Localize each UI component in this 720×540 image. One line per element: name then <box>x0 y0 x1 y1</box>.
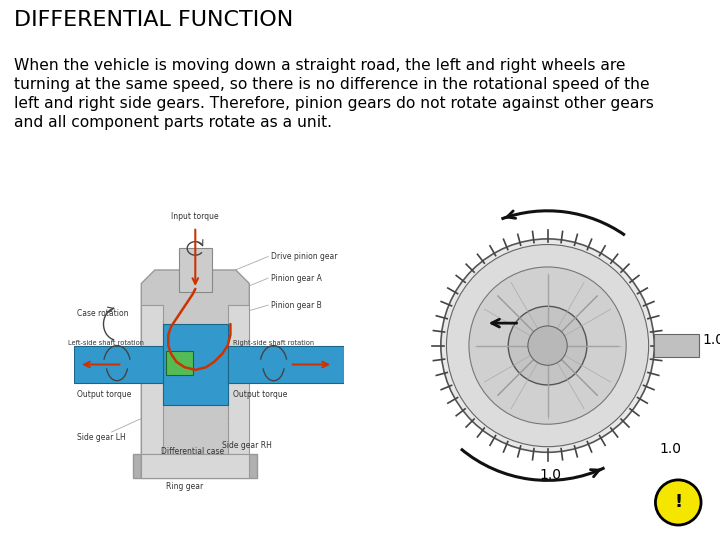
Text: Differential case: Differential case <box>161 447 224 456</box>
Bar <box>141 454 249 478</box>
Polygon shape <box>141 270 249 478</box>
Text: Input torque: Input torque <box>171 212 219 221</box>
Bar <box>179 248 212 292</box>
Text: 1.0: 1.0 <box>660 442 682 456</box>
Bar <box>133 454 258 478</box>
Text: Pinion gear A: Pinion gear A <box>271 274 322 282</box>
Circle shape <box>528 326 567 365</box>
Text: Case rotation: Case rotation <box>76 309 128 318</box>
Text: 1.0: 1.0 <box>702 333 720 347</box>
Text: left and right side gears. Therefore, pinion gears do not rotate against other g: left and right side gears. Therefore, pi… <box>14 96 654 111</box>
Text: and all component parts rotate as a unit.: and all component parts rotate as a unit… <box>14 115 332 130</box>
Text: 1.0: 1.0 <box>539 468 562 482</box>
Text: Side gear LH: Side gear LH <box>76 433 125 442</box>
Text: Pinion gear B: Pinion gear B <box>271 301 322 309</box>
Circle shape <box>441 239 654 453</box>
Text: When the vehicle is moving down a straight road, the left and right wheels are: When the vehicle is moving down a straig… <box>14 58 626 73</box>
Circle shape <box>508 306 587 385</box>
Bar <box>141 305 163 454</box>
Text: Left-side shaft rotation: Left-side shaft rotation <box>68 340 145 346</box>
Circle shape <box>469 267 626 424</box>
Bar <box>228 305 249 454</box>
Text: DIFFERENTIAL FUNCTION: DIFFERENTIAL FUNCTION <box>14 10 293 30</box>
Text: Ring gear: Ring gear <box>166 482 203 491</box>
Bar <box>163 324 228 405</box>
Text: Right-side shaft rotation: Right-side shaft rotation <box>233 340 314 346</box>
Text: Output torque: Output torque <box>233 390 287 399</box>
Bar <box>228 346 344 383</box>
Circle shape <box>446 245 649 447</box>
Bar <box>74 346 163 383</box>
Text: !: ! <box>674 494 683 511</box>
Text: turning at the same speed, so there is no difference in the rotational speed of : turning at the same speed, so there is n… <box>14 77 649 92</box>
Circle shape <box>655 480 701 525</box>
Bar <box>166 351 193 375</box>
Text: Output torque: Output torque <box>76 390 131 399</box>
Text: Side gear RH: Side gear RH <box>222 441 272 450</box>
Text: Drive pinion gear: Drive pinion gear <box>271 252 338 261</box>
FancyBboxPatch shape <box>654 334 699 357</box>
